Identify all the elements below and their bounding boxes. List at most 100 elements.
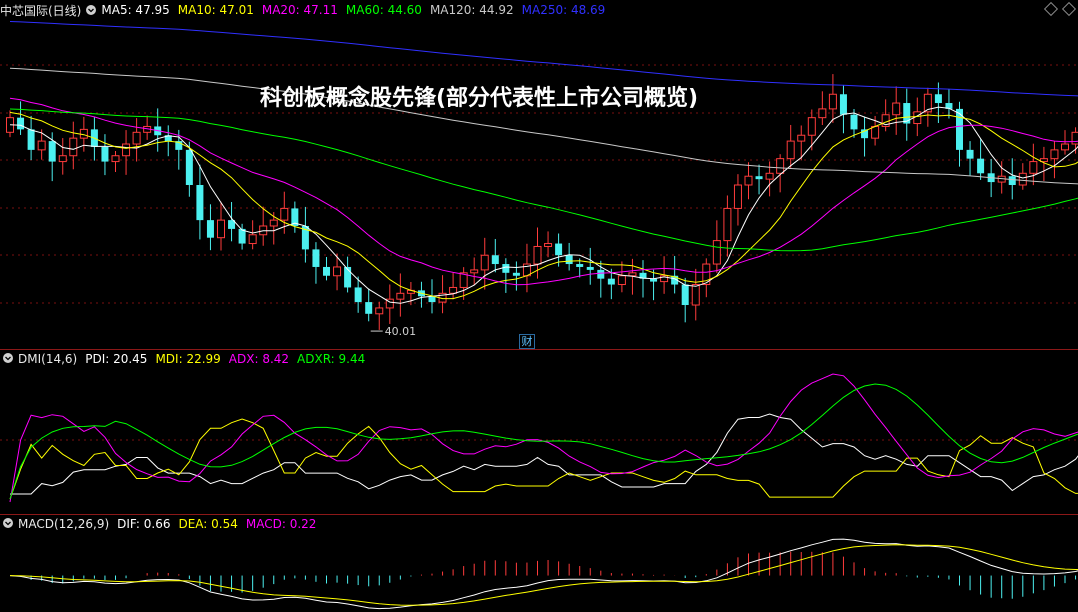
candle-body-down [966, 149, 974, 159]
candle-body-up [744, 175, 753, 186]
panel-divider[interactable] [0, 514, 1078, 515]
mdi-label: MDI: 22.99 [155, 352, 221, 366]
candle-body-down [977, 158, 985, 174]
candle-body-down [586, 266, 594, 270]
candle-body-up [628, 272, 637, 277]
candle-body-down [555, 243, 563, 256]
macd-panel[interactable] [0, 531, 1078, 612]
mdi-line [9, 418, 1078, 500]
ma120-line [9, 67, 1078, 185]
candle-body-up [544, 243, 553, 247]
candle-body-down [365, 302, 373, 314]
candle-body-down [291, 208, 299, 226]
chart-title: 中芯国际(日线) [0, 3, 82, 18]
candle-body-down [755, 176, 763, 180]
candle-body-down [945, 103, 953, 109]
candle-body-down [839, 94, 847, 115]
macd-indicator-chart[interactable] [0, 531, 1078, 612]
candle-body-up [871, 125, 880, 139]
candle-body-down [681, 284, 689, 306]
candle-body-down [903, 103, 911, 124]
candle-body-down [312, 249, 320, 267]
ma60-label: MA60: 44.60 [345, 3, 422, 17]
ma10-line [9, 111, 1078, 300]
candle-body-up [797, 134, 806, 142]
ma250-line [9, 21, 1078, 97]
macd-title: MACD(12,26,9) [18, 517, 110, 531]
adxr-label: ADXR: 9.44 [297, 352, 366, 366]
candle-body-down [850, 114, 858, 130]
candle-body-down [512, 272, 520, 276]
candle-body-down [607, 278, 615, 285]
candle-body-up [459, 272, 468, 288]
candle-body-up [396, 292, 405, 300]
ma20-label: MA20: 47.11 [261, 3, 338, 17]
candle-body-up [776, 158, 785, 174]
ma120-label: MA120: 44.92 [429, 3, 514, 17]
main-legend: 中芯国际(日线) MA5: 47.95 MA10: 47.01 MA20: 47… [0, 1, 613, 19]
candle-body-up [1061, 143, 1069, 151]
candle-body-down [354, 287, 362, 303]
dea-label: DEA: 0.54 [178, 517, 238, 531]
candle-body-up [923, 93, 932, 113]
candle-body-down [956, 108, 963, 150]
ma20-line [9, 97, 1078, 286]
candle-body-up [69, 137, 78, 157]
candlestick-chart[interactable]: 49.9140.01 [0, 18, 1078, 350]
dmi-indicator-chart[interactable] [0, 366, 1078, 514]
candle-body-down [164, 135, 172, 142]
price-panel[interactable]: 49.9140.01 [0, 18, 1078, 350]
chevron-down-icon[interactable] [85, 4, 97, 16]
chevron-down-icon[interactable] [2, 517, 14, 529]
chevron-down-icon[interactable] [2, 352, 14, 364]
candle-body-down [48, 141, 56, 162]
financial-report-marker[interactable]: 财 [519, 334, 535, 349]
candle-body-up [480, 254, 489, 271]
window-control-icon[interactable] [1043, 1, 1059, 17]
candle-body-up [111, 155, 120, 163]
candle-body-up [660, 275, 669, 283]
candle-body-up [733, 184, 742, 209]
candle-body-up [691, 284, 700, 306]
candle-body-down [491, 255, 499, 265]
candle-body-up [248, 234, 257, 245]
candle-body-up [449, 286, 458, 294]
dif-label: DIF: 0.66 [117, 517, 171, 531]
candle-body-up [892, 102, 901, 116]
candle-body-up [37, 140, 46, 151]
candle-body-up [333, 266, 342, 277]
low-price-label: 40.01 [385, 325, 417, 338]
candle-body-up [280, 207, 289, 221]
chevron-icon[interactable] [0, 517, 18, 532]
candle-body-up [702, 263, 711, 286]
candle-body-down [597, 269, 605, 279]
candle-body-down [17, 117, 25, 130]
candle-body-up [1039, 158, 1048, 163]
candle-body-up [375, 307, 384, 315]
candle-body-up [1071, 131, 1078, 145]
ma5-label: MA5: 47.95 [101, 3, 170, 17]
candle-body-down [323, 266, 330, 276]
candle-body-down [196, 185, 204, 221]
candle-body-down [228, 220, 236, 229]
chevron-icon[interactable] [0, 352, 18, 367]
candle-body-down [101, 146, 109, 162]
panel-divider[interactable] [0, 349, 1078, 350]
macd-value-label: MACD: 0.22 [245, 517, 317, 531]
candle-body-down [301, 225, 309, 250]
adx-line [9, 373, 1078, 503]
adxr-line [9, 383, 1078, 500]
candle-body-down [502, 264, 510, 273]
candle-body-down [565, 255, 573, 265]
candle-body-down [344, 266, 352, 288]
pdi-line [10, 413, 1078, 495]
dmi-panel[interactable] [0, 366, 1078, 514]
adx-label: ADX: 8.42 [228, 352, 290, 366]
headline-overlay: 科创板概念股先锋(部分代表性上市公司概览) [260, 86, 699, 111]
dmi-legend: DMI(14,6) PDI: 20.45 MDI: 22.99 ADX: 8.4… [0, 350, 373, 368]
dmi-title: DMI(14,6) [18, 352, 78, 366]
ma5-line [9, 106, 1078, 304]
candle-body-up [765, 172, 774, 180]
ma60-line [9, 108, 1078, 252]
window-control-icon[interactable] [1061, 1, 1077, 17]
